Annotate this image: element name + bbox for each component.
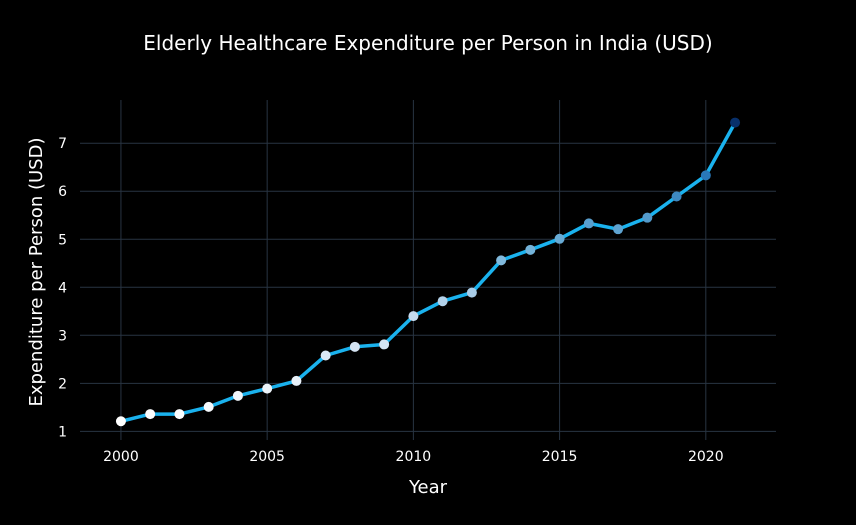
data-point [291,375,302,386]
y-tick-label: 4 [58,280,67,296]
x-tick-labels: 2000 2005 2010 2015 2020 [103,449,724,465]
data-point [320,350,331,361]
x-tick-label: 2010 [396,449,432,465]
data-point [437,296,448,307]
y-tick-label: 3 [58,328,67,344]
data-point [554,233,565,244]
y-tick-labels: 1 2 3 4 5 6 7 [58,136,67,440]
data-point [232,390,243,401]
series-line [119,120,737,424]
x-tick-label: 2020 [688,449,724,465]
x-tick-label: 2015 [542,449,578,465]
x-tick-label: 2000 [103,449,139,465]
x-axis-title: Year [408,477,448,498]
data-point [408,311,419,322]
data-point [700,170,711,181]
data-point [642,212,653,223]
data-point [349,341,360,352]
y-tick-label: 1 [58,424,67,440]
data-point [174,409,185,420]
data-point [525,244,536,255]
data-point [583,218,594,229]
x-gridlines [120,100,707,440]
data-point [496,255,507,266]
y-gridlines [80,142,776,432]
y-tick-label: 2 [58,376,67,392]
data-point [613,224,624,235]
data-points [115,117,741,427]
y-tick-label: 5 [58,232,67,248]
data-point [671,191,682,202]
data-point [466,287,477,298]
y-tick-label: 6 [58,184,67,200]
data-point [379,339,390,350]
data-point [145,409,156,420]
data-point [730,117,741,128]
data-point [262,383,273,394]
chart-title: Elderly Healthcare Expenditure per Perso… [143,31,712,55]
y-axis-title: Expenditure per Person (USD) [26,138,47,407]
data-point [115,416,126,427]
y-tick-label: 7 [58,136,67,152]
data-point [203,401,214,412]
x-tick-label: 2005 [249,449,285,465]
